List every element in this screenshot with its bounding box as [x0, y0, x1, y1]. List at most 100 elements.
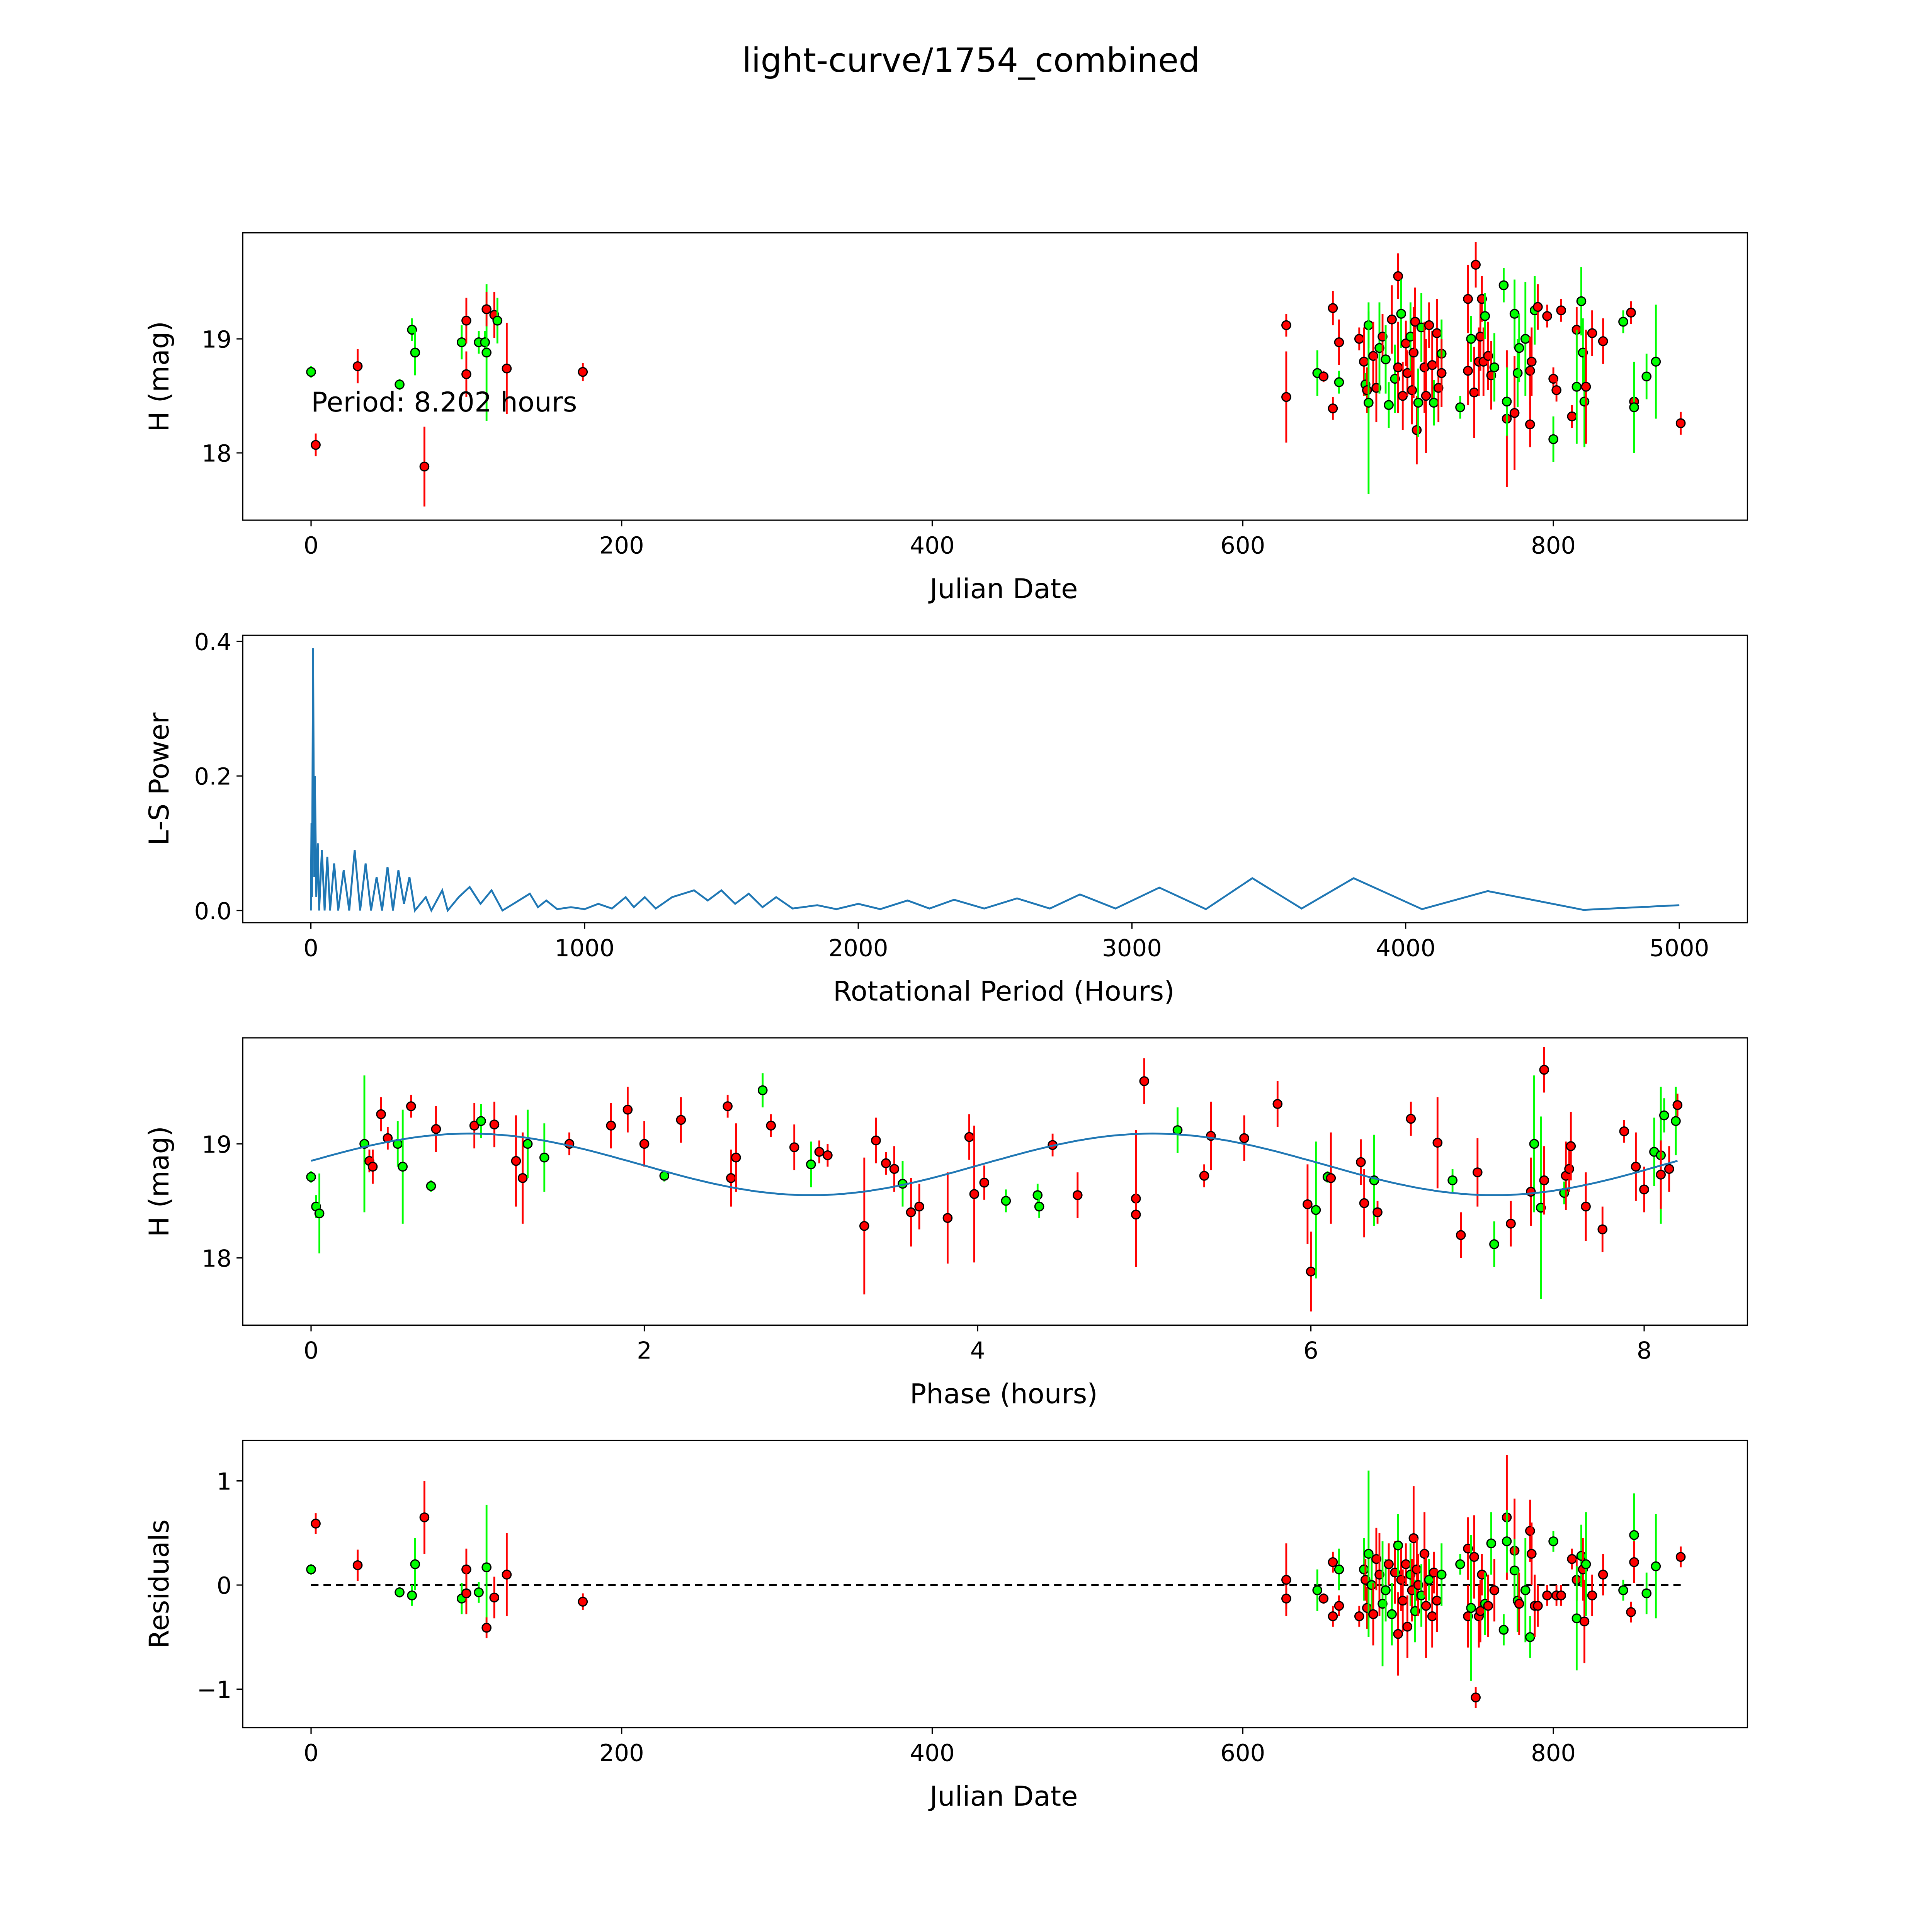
data-marker	[1436, 1570, 1447, 1580]
data-point	[1381, 325, 1391, 394]
data-point	[1618, 310, 1628, 333]
data-marker	[1360, 1575, 1371, 1585]
data-point	[1566, 1112, 1576, 1180]
x-tick-label: 0	[304, 1740, 319, 1767]
data-point	[881, 1151, 891, 1175]
data-marker	[1525, 419, 1535, 430]
lightcurve-panel: 0 200 400 600 800 18 19 Julian Date H (mag) Perio…	[143, 232, 1748, 605]
data-point	[578, 362, 588, 381]
data-point	[1587, 1575, 1597, 1616]
data-marker	[1489, 1585, 1500, 1595]
data-point	[311, 433, 321, 456]
data-marker	[481, 347, 492, 358]
data-marker	[1384, 1559, 1394, 1569]
x-tick-label: 1000	[554, 934, 614, 962]
data-marker	[1447, 1175, 1458, 1185]
x-tick-label: 6	[1303, 1337, 1318, 1364]
data-point	[1581, 1172, 1591, 1241]
data-marker	[1407, 385, 1417, 395]
data-point	[1001, 1189, 1011, 1213]
plot-area	[306, 1455, 1686, 1708]
data-marker	[789, 1142, 799, 1152]
data-marker	[1281, 392, 1291, 402]
data-marker	[1199, 1171, 1209, 1181]
y-axis-label: Residuals	[143, 1519, 175, 1648]
plot-area	[306, 1047, 1683, 1312]
data-point	[1486, 1512, 1497, 1575]
data-marker	[1512, 368, 1523, 378]
data-marker	[1502, 396, 1512, 407]
data-marker	[1359, 357, 1369, 367]
data-point	[1405, 302, 1416, 371]
data-marker	[311, 440, 321, 450]
data-marker	[1597, 1224, 1608, 1235]
data-marker	[1334, 1601, 1344, 1611]
x-tick-label: 800	[1531, 1740, 1576, 1767]
data-marker	[1364, 1549, 1374, 1559]
data-point	[1072, 1172, 1083, 1218]
data-point	[1402, 1595, 1413, 1658]
data-marker	[481, 1622, 492, 1633]
data-point	[1326, 1132, 1336, 1224]
data-marker	[1579, 1616, 1590, 1627]
data-point	[1281, 1588, 1291, 1609]
axes-frame	[242, 1037, 1748, 1326]
data-point	[352, 1549, 363, 1581]
data-point	[1334, 371, 1344, 394]
data-point	[1034, 1195, 1044, 1218]
y-tick-label: 19	[202, 326, 231, 353]
data-point	[1631, 1132, 1641, 1201]
data-marker	[522, 1139, 533, 1149]
data-point	[606, 1103, 616, 1149]
data-point	[1651, 304, 1661, 419]
data-marker	[1354, 334, 1364, 344]
data-point	[1471, 242, 1481, 288]
data-marker	[1514, 343, 1524, 353]
data-point	[757, 1073, 768, 1107]
data-marker	[1483, 1601, 1493, 1611]
data-marker	[979, 1177, 990, 1188]
data-marker	[969, 1189, 980, 1199]
data-marker	[1551, 385, 1561, 395]
x-tick-label: 200	[599, 1740, 644, 1767]
data-marker	[1362, 385, 1372, 395]
data-marker	[1413, 398, 1423, 408]
data-point	[1401, 1543, 1411, 1585]
x-tick-label: 400	[910, 532, 954, 560]
data-marker	[1542, 311, 1552, 321]
data-point	[1328, 1605, 1338, 1627]
data-point	[1466, 316, 1476, 362]
x-tick-label: 400	[910, 1740, 954, 1767]
data-marker	[1455, 1559, 1465, 1569]
data-point	[1436, 1543, 1447, 1606]
data-point	[1581, 330, 1591, 444]
data-point	[1272, 1081, 1283, 1127]
data-marker	[1672, 1100, 1683, 1110]
data-point	[1548, 367, 1558, 390]
data-point	[1520, 1538, 1531, 1643]
data-point	[461, 351, 471, 397]
data-point	[1364, 1470, 1374, 1637]
data-point	[1455, 396, 1465, 419]
x-tick-label: 2000	[828, 934, 888, 962]
data-marker	[511, 1156, 521, 1166]
data-point	[914, 1184, 924, 1230]
data-point	[1567, 1548, 1577, 1570]
data-point	[1641, 354, 1652, 400]
data-point	[419, 1481, 430, 1554]
data-point	[481, 1617, 492, 1638]
data-marker	[1656, 1170, 1666, 1180]
data-point	[511, 1115, 521, 1207]
model-fit-curve	[311, 1133, 1678, 1196]
data-marker	[1587, 328, 1597, 338]
data-marker	[1664, 1164, 1674, 1174]
data-marker	[1525, 1526, 1535, 1536]
data-point	[398, 1109, 408, 1224]
data-marker	[1318, 1594, 1329, 1604]
plot-area	[310, 648, 1680, 913]
data-point	[306, 1171, 316, 1183]
data-marker	[1328, 403, 1338, 413]
data-point	[1598, 318, 1608, 364]
data-marker	[1618, 1585, 1628, 1595]
data-marker	[1374, 1570, 1384, 1580]
